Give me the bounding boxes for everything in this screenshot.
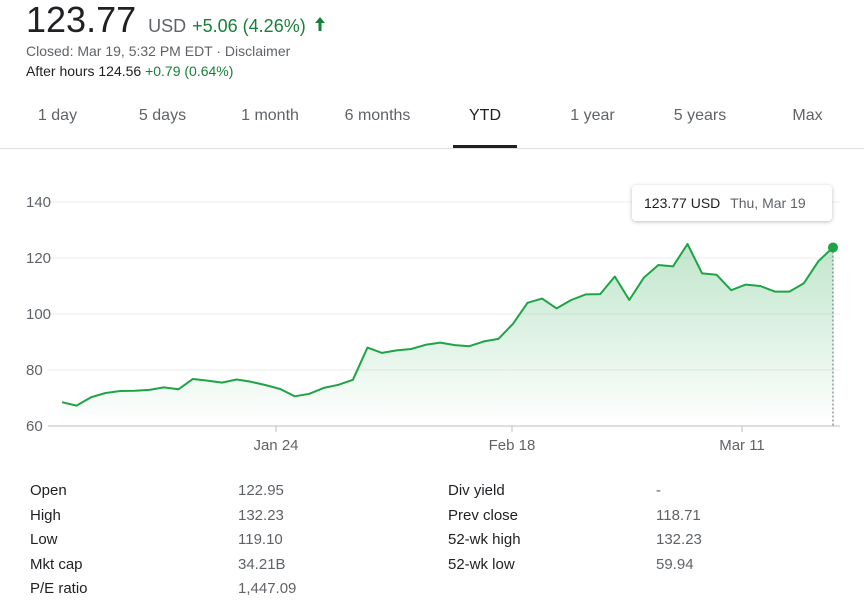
after-hours-label: After hours 124.56 xyxy=(26,63,142,79)
price-chart[interactable]: 140 120 100 80 60 Jan 24 Feb 18 Mar 11 xyxy=(0,160,864,460)
current-point xyxy=(828,242,838,253)
after-hours-change: +0.79 (0.64%) xyxy=(145,63,234,79)
tab-1-year[interactable]: 1 year xyxy=(570,107,615,124)
tab-ytd[interactable]: YTD xyxy=(453,96,517,148)
stat-value: 1,447.09 xyxy=(238,580,297,597)
table-row: Open 122.95 Div yield - xyxy=(30,482,850,507)
x-tick-label: Mar 11 xyxy=(719,437,765,454)
hover-tooltip: 123.77 USD Thu, Mar 19 xyxy=(632,185,832,221)
stat-label: 52-wk high xyxy=(448,531,521,548)
y-tick-label: 80 xyxy=(26,362,43,379)
stat-label: Div yield xyxy=(448,482,505,499)
stat-value: 34.21B xyxy=(238,555,286,573)
table-row: Low 119.10 52-wk high 132.23 xyxy=(30,531,850,556)
tabs-divider xyxy=(0,148,864,149)
after-hours-row: After hours 124.56 +0.79 (0.64%) xyxy=(26,61,846,81)
arrow-up-icon xyxy=(314,16,326,32)
stat-value: 132.23 xyxy=(238,506,284,524)
quote-header: 123.77 USD +5.06 (4.26%) Closed: Mar 19,… xyxy=(26,0,846,81)
stat-value: 59.94 xyxy=(656,555,694,573)
closed-status: Closed: Mar 19, 5:32 PM EDT · Disclaimer xyxy=(26,43,291,59)
stats-table: Open 122.95 Div yield - High 132.23 Prev… xyxy=(30,482,850,605)
tab-6-months[interactable]: 6 months xyxy=(344,107,411,124)
stat-label: 52-wk low xyxy=(448,555,515,573)
stat-label: Low xyxy=(30,531,58,548)
tab-max[interactable]: Max xyxy=(792,107,823,124)
stat-label: High xyxy=(30,506,61,524)
stat-value: 119.10 xyxy=(238,531,283,548)
y-tick-label: 60 xyxy=(26,418,43,435)
tab-1-month[interactable]: 1 month xyxy=(241,107,299,124)
stat-value: 122.95 xyxy=(238,482,284,499)
currency-label: USD xyxy=(148,16,187,36)
tab-5-days[interactable]: 5 days xyxy=(138,107,187,124)
stat-label: P/E ratio xyxy=(30,580,88,597)
x-tick-label: Feb 18 xyxy=(489,437,536,454)
x-tick-label: Jan 24 xyxy=(253,437,298,454)
price-change: +5.06 (4.26%) xyxy=(192,16,306,36)
price-area xyxy=(62,244,833,426)
table-row: Mkt cap 34.21B 52-wk low 59.94 xyxy=(30,556,850,581)
tooltip-price: 123.77 USD xyxy=(644,195,721,211)
table-row: P/E ratio 1,447.09 xyxy=(30,580,850,605)
stat-label: Open xyxy=(30,482,67,499)
current-price: 123.77 xyxy=(26,0,137,40)
y-tick-label: 120 xyxy=(26,250,51,267)
tab-1-day[interactable]: 1 day xyxy=(37,107,78,124)
price-line xyxy=(61,243,834,407)
y-tick-label: 100 xyxy=(26,306,51,323)
stat-value: 118.71 xyxy=(656,506,701,524)
y-tick-label: 140 xyxy=(26,194,51,211)
range-tabs: 1 day 5 days 1 month 6 months YTD 1 year… xyxy=(0,96,864,150)
stat-value: - xyxy=(656,482,661,499)
tab-5-years[interactable]: 5 years xyxy=(673,107,727,124)
tooltip-date: Thu, Mar 19 xyxy=(730,195,806,211)
table-row: High 132.23 Prev close 118.71 xyxy=(30,507,850,532)
price-row: 123.77 USD +5.06 (4.26%) xyxy=(26,0,846,40)
stat-value: 132.23 xyxy=(656,531,702,548)
stat-label: Mkt cap xyxy=(30,555,83,573)
stat-label: Prev close xyxy=(448,506,519,524)
